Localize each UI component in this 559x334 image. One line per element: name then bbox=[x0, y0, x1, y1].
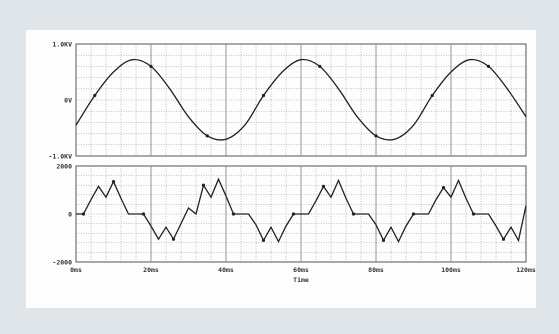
data-point bbox=[205, 134, 209, 138]
bottom-series-line bbox=[76, 177, 527, 244]
x-tick-label: 40ms bbox=[218, 266, 234, 274]
data-point bbox=[261, 238, 266, 242]
x-tick-label: 20ms bbox=[143, 266, 159, 274]
data-point bbox=[231, 212, 236, 216]
data-point bbox=[351, 212, 356, 216]
data-point bbox=[501, 237, 506, 241]
data-point bbox=[441, 186, 446, 190]
bottom-y-tick-label-min: -2000 bbox=[52, 259, 72, 267]
data-point bbox=[430, 93, 434, 98]
data-point bbox=[411, 212, 416, 216]
data-point bbox=[149, 64, 153, 68]
data-point bbox=[141, 212, 146, 216]
bottom-panel: 2000 0 -2000 bbox=[52, 163, 527, 267]
data-point bbox=[291, 212, 296, 216]
top-series-markers bbox=[93, 64, 491, 138]
x-tick-label: 0ms bbox=[70, 266, 82, 274]
x-tick-label: 120ms bbox=[516, 266, 536, 274]
bottom-y-tick-label-max: 2000 bbox=[56, 163, 72, 171]
x-tick-label: 60ms bbox=[293, 266, 309, 274]
data-point bbox=[81, 212, 86, 216]
top-y-tick-label-max: 1.0KV bbox=[52, 41, 72, 49]
data-point bbox=[201, 183, 206, 187]
data-point bbox=[111, 180, 116, 184]
x-axis-title: Time bbox=[293, 276, 309, 284]
data-point bbox=[93, 93, 97, 98]
data-point bbox=[318, 64, 322, 68]
oscilloscope-sheet: 1.0KV 0V -1.0KV 2000 0 -2000 0ms 20ms 40… bbox=[26, 30, 536, 308]
data-point bbox=[321, 184, 326, 188]
top-panel: 1.0KV 0V -1.0KV bbox=[49, 41, 527, 161]
x-tick-label: 80ms bbox=[368, 266, 384, 274]
bottom-series-markers bbox=[81, 180, 506, 242]
data-point bbox=[261, 93, 266, 98]
data-point bbox=[471, 212, 476, 216]
data-point bbox=[171, 237, 176, 241]
data-point bbox=[381, 238, 386, 242]
top-y-tick-label-mid: 0V bbox=[64, 97, 72, 105]
data-point bbox=[374, 134, 378, 138]
x-tick-label: 100ms bbox=[441, 266, 461, 274]
data-point bbox=[486, 64, 491, 68]
bottom-y-tick-label-mid: 0 bbox=[68, 211, 72, 219]
top-panel-grid bbox=[76, 44, 526, 156]
top-y-tick-label-min: -1.0KV bbox=[49, 153, 73, 161]
x-axis: 0ms 20ms 40ms 60ms 80ms 100ms 120ms Time bbox=[70, 266, 536, 284]
waveform-plot: 1.0KV 0V -1.0KV 2000 0 -2000 0ms 20ms 40… bbox=[49, 41, 536, 285]
